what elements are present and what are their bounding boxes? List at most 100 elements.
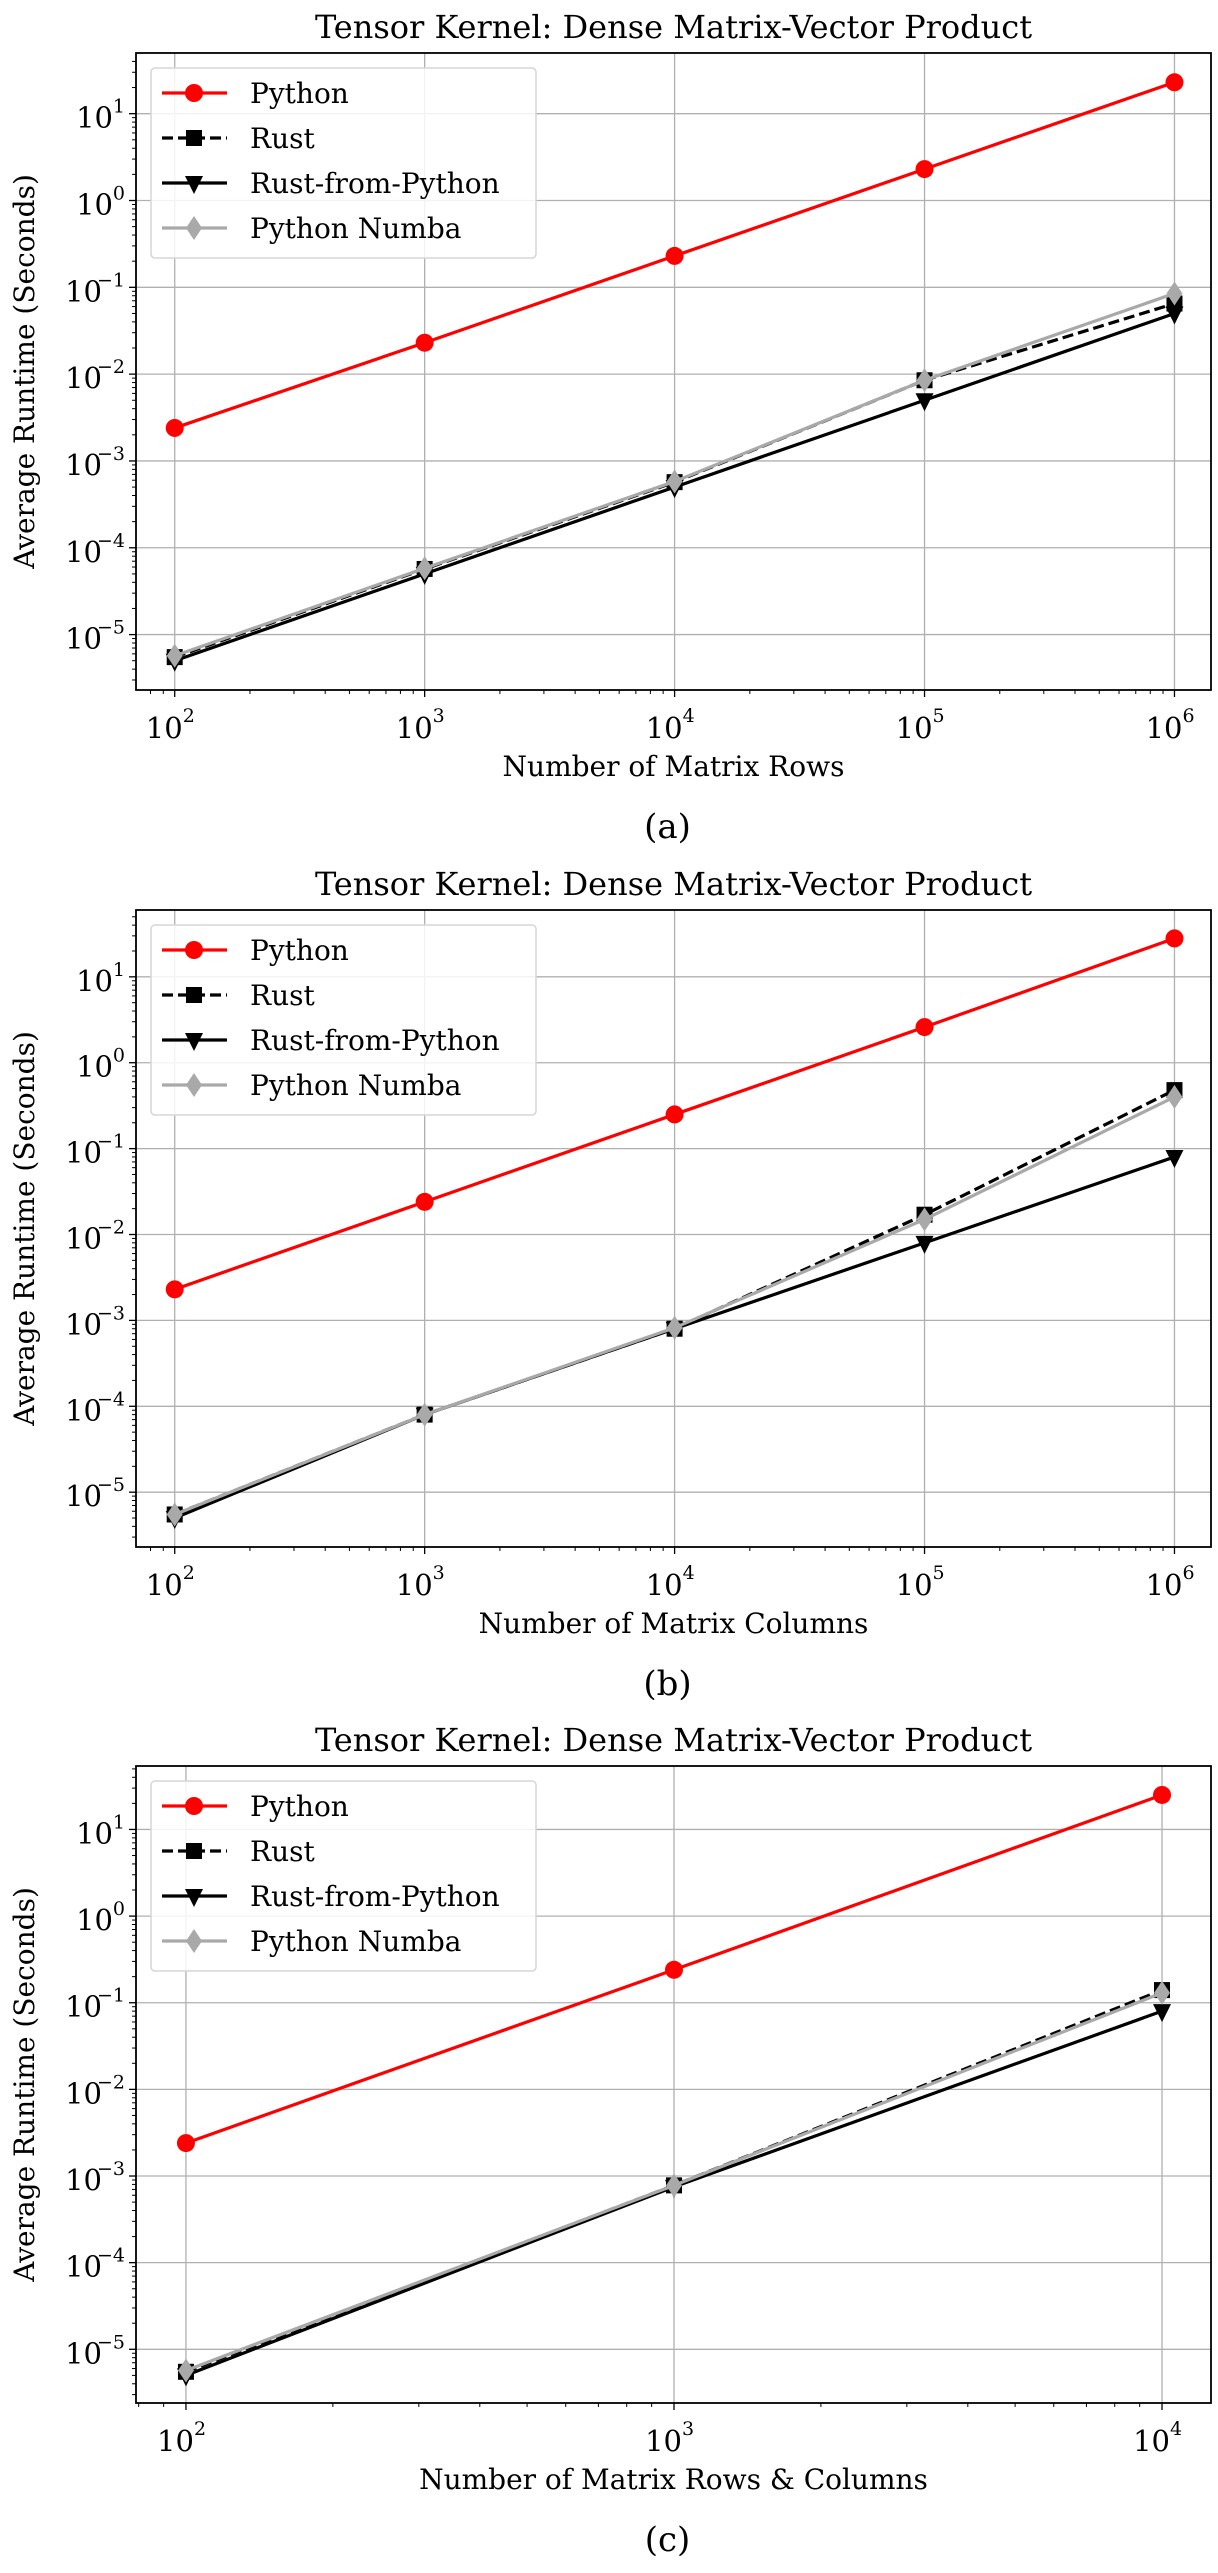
data-point <box>416 556 433 581</box>
legend-marker <box>185 941 203 959</box>
x-tick-label-exponent: 5 <box>933 705 945 727</box>
data-point <box>666 1315 683 1340</box>
x-tick-label: 10 <box>646 711 683 745</box>
y-tick-label-exponent: −2 <box>97 2071 125 2093</box>
legend-label: Rust <box>250 979 315 1012</box>
x-tick-label: 10 <box>896 711 933 745</box>
legend: Python Rust Rust-from-Python Python Numba <box>150 1780 537 1972</box>
x-tick-label-exponent: 2 <box>194 2418 206 2440</box>
data-point <box>1153 2004 1172 2023</box>
legend-label: Rust-from-Python <box>250 1880 500 1913</box>
data-point <box>176 2134 195 2153</box>
legend-marker <box>186 216 202 240</box>
legend: Python Rust Rust-from-Python Python Numba <box>150 67 537 259</box>
data-point <box>915 393 934 412</box>
data-point <box>1166 1084 1183 1109</box>
x-tick-label-exponent: 2 <box>183 705 195 727</box>
series-python-numba <box>166 1084 1183 1527</box>
legend-label: Python <box>250 77 349 110</box>
y-tick-label-exponent: −5 <box>97 1474 125 1496</box>
y-tick-label: 10 <box>76 1050 113 1084</box>
legend-marker <box>185 1889 203 1907</box>
y-tick-label: 10 <box>65 1307 102 1341</box>
data-point <box>1165 1149 1184 1168</box>
y-tick-label: 10 <box>65 2336 102 2370</box>
figure-caption: (c) <box>645 2520 691 2560</box>
series-python <box>165 929 1184 1299</box>
y-tick-label: 10 <box>65 1990 102 2024</box>
data-point <box>1165 306 1184 325</box>
y-axis-label: Average Runtime (Seconds) <box>8 1887 41 2283</box>
y-tick-label-exponent: −2 <box>97 356 125 378</box>
y-tick-label: 10 <box>65 1222 102 1256</box>
chart-svg: 10 2 10 3 10 4 10 5 10 6110010−110−210−310−410−51… <box>8 865 1212 1704</box>
x-tick-label: 10 <box>157 2424 194 2458</box>
y-tick-label-exponent: −1 <box>97 1985 125 2007</box>
y-tick-label-exponent: 1 <box>113 959 125 981</box>
y-tick-label-exponent: −5 <box>97 617 125 639</box>
legend-label: Python <box>250 1790 349 1823</box>
y-tick-label-exponent: −1 <box>97 269 125 291</box>
y-tick-label: 10 <box>65 1393 102 1427</box>
series-python-numba <box>166 281 1183 668</box>
data-point <box>1165 73 1184 92</box>
x-axis-label: Number of Matrix Rows <box>503 750 845 783</box>
legend-box <box>150 924 537 1116</box>
y-tick-label: 10 <box>65 1136 102 1170</box>
data-point <box>666 469 683 494</box>
y-axis-label: Average Runtime (Seconds) <box>8 174 41 570</box>
x-tick-label-exponent: 6 <box>1182 705 1194 727</box>
y-tick-label-exponent: −4 <box>97 2245 125 2267</box>
series-python <box>165 73 1184 437</box>
x-tick-label-exponent: 4 <box>683 1562 695 1584</box>
data-point <box>915 160 934 179</box>
y-tick-label: 10 <box>65 274 102 308</box>
y-tick-label: 10 <box>65 2250 102 2284</box>
y-tick-label: 10 <box>65 1479 102 1513</box>
data-point <box>166 1502 183 1527</box>
data-point <box>166 643 183 668</box>
legend-marker <box>185 1033 203 1051</box>
chart-svg: 10 2 10 3 10 4110010−110−210−310−410−510Tenso… <box>8 1721 1212 2560</box>
y-tick-label-exponent: −4 <box>97 530 125 552</box>
x-tick-label-exponent: 5 <box>933 1562 945 1584</box>
data-point <box>416 1402 433 1427</box>
x-tick-label: 10 <box>1133 2424 1170 2458</box>
y-tick-label: 10 <box>65 2076 102 2110</box>
y-tick-label-exponent: 1 <box>113 96 125 118</box>
chart-panel-c: 10 2 10 3 10 4 1 10 0 10 −1 10 −2 10 −3 10 −4 10 −5 10 Tenso… <box>0 1713 1218 2569</box>
legend-label: Rust <box>250 122 315 155</box>
x-tick-label-exponent: 3 <box>433 1562 445 1584</box>
x-tick-label: 10 <box>146 711 183 745</box>
data-point <box>665 2173 682 2198</box>
data-point <box>415 1192 434 1211</box>
x-axis-label: Number of Matrix Rows & Columns <box>419 2463 928 2496</box>
data-point <box>665 1105 684 1124</box>
y-tick-label: 10 <box>65 622 102 656</box>
chart-panel-a: 10 2 10 3 10 4 10 5 10 6 1 10 0 10 −1 10 −2 10 −3 10 −4 10 −5 1… <box>0 0 1218 856</box>
x-tick-label-exponent: 4 <box>683 705 695 727</box>
legend-marker <box>186 1073 202 1097</box>
x-tick-label-exponent: 2 <box>183 1562 195 1584</box>
legend-label: Python Numba <box>250 212 461 245</box>
x-tick-label: 10 <box>396 711 433 745</box>
figure-caption: (b) <box>643 1664 691 1704</box>
legend-marker <box>185 84 203 102</box>
y-tick-label-exponent: 1 <box>113 1811 125 1833</box>
legend-box <box>150 67 537 259</box>
legend-label: Rust <box>250 1835 315 1868</box>
y-tick-label-exponent: −1 <box>97 1131 125 1153</box>
y-tick-label-exponent: −5 <box>97 2331 125 2353</box>
chart-title: Tensor Kernel: Dense Matrix-Vector Produ… <box>315 8 1032 46</box>
x-tick-label: 10 <box>896 1568 933 1602</box>
data-point <box>916 1207 933 1232</box>
axes-frame <box>135 52 1212 691</box>
x-axis-label: Number of Matrix Columns <box>479 1607 869 1640</box>
data-point <box>915 1018 934 1037</box>
y-tick-label-exponent: 0 <box>113 1898 125 1920</box>
x-tick-label: 10 <box>645 2424 682 2458</box>
y-tick-label-exponent: 0 <box>113 1045 125 1067</box>
legend-marker <box>186 1843 202 1859</box>
y-tick-label-exponent: −3 <box>97 1302 125 1324</box>
data-point <box>177 2358 194 2383</box>
